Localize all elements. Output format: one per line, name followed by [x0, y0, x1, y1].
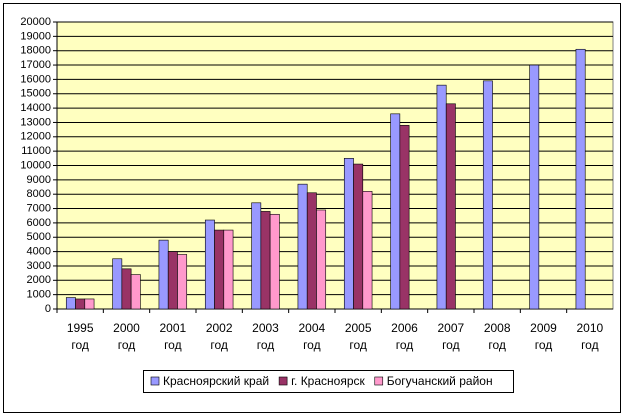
bar — [65, 297, 76, 310]
legend-label: Красноярский край — [163, 374, 269, 388]
bar — [529, 64, 540, 310]
legend-swatch — [374, 376, 384, 386]
bar — [390, 113, 401, 310]
bar — [482, 80, 493, 310]
y-tick-label: 3000 — [27, 260, 51, 272]
y-tick-label: 0 — [45, 303, 51, 315]
bar — [223, 229, 234, 310]
x-tick-label: 2003 год — [252, 321, 279, 352]
bar — [167, 251, 178, 310]
x-tick-label: 2007 год — [437, 321, 464, 352]
bar — [575, 48, 586, 310]
legend-swatch — [278, 376, 288, 386]
y-tick-label: 20000 — [20, 16, 51, 28]
y-tick-label: 19000 — [20, 30, 51, 42]
bar — [121, 268, 132, 310]
bar — [130, 274, 141, 310]
y-tick-label: 7000 — [27, 202, 51, 214]
y-tick-label: 18000 — [20, 45, 51, 57]
y-tick-label: 17000 — [20, 59, 51, 71]
x-tick-label: 2005 год — [345, 321, 372, 352]
y-tick-label: 13000 — [20, 116, 51, 128]
legend-swatch — [150, 376, 160, 386]
y-tick-label: 11000 — [21, 145, 51, 157]
bar — [343, 158, 354, 310]
bar — [399, 125, 410, 310]
legend-label: Богучанский район — [387, 374, 493, 388]
y-tick-label: 8000 — [27, 188, 51, 200]
bar — [297, 183, 308, 310]
x-tick-label: 2000 год — [113, 321, 140, 352]
y-tick-label: 6000 — [27, 217, 51, 229]
x-tick-label: 2001 год — [159, 321, 186, 352]
x-tick-label: 2004 год — [298, 321, 325, 352]
x-tick-label: 2010 год — [576, 321, 603, 352]
bar — [269, 213, 280, 310]
bar — [445, 103, 456, 310]
x-tick-label: 2002 год — [206, 321, 233, 352]
bar — [306, 192, 317, 310]
bar — [204, 219, 215, 310]
x-tick-label: 2006 год — [391, 321, 418, 352]
x-tick-label: 2008 год — [484, 321, 511, 352]
bar — [84, 298, 95, 310]
legend-label: г. Красноярск — [291, 374, 365, 388]
x-tick-label: 1995 год — [67, 321, 94, 352]
bar — [260, 211, 271, 310]
y-tick-label: 15000 — [20, 88, 51, 100]
bar — [353, 163, 364, 310]
bar — [316, 209, 327, 310]
bar — [75, 298, 86, 310]
y-tick-label: 10000 — [20, 159, 51, 171]
y-tick-label: 1000 — [27, 289, 51, 301]
y-tick-label: 4000 — [27, 246, 51, 258]
bar — [177, 254, 188, 310]
y-tick-label: 16000 — [20, 73, 51, 85]
y-tick-label: 9000 — [27, 174, 51, 186]
x-tick-label: 2009 год — [530, 321, 557, 352]
legend: Красноярский край г. Красноярск Богучански… — [143, 370, 514, 393]
bar — [436, 84, 447, 310]
y-tick-label: 14000 — [20, 102, 51, 114]
y-tick-label: 2000 — [27, 274, 51, 286]
bar — [214, 229, 225, 310]
bar — [362, 191, 373, 310]
y-tick-label: 5000 — [27, 231, 51, 243]
bar — [251, 202, 262, 310]
y-tick-label: 12000 — [20, 131, 51, 143]
bar — [158, 239, 169, 310]
legend-box — [143, 370, 514, 393]
bar — [112, 258, 123, 310]
